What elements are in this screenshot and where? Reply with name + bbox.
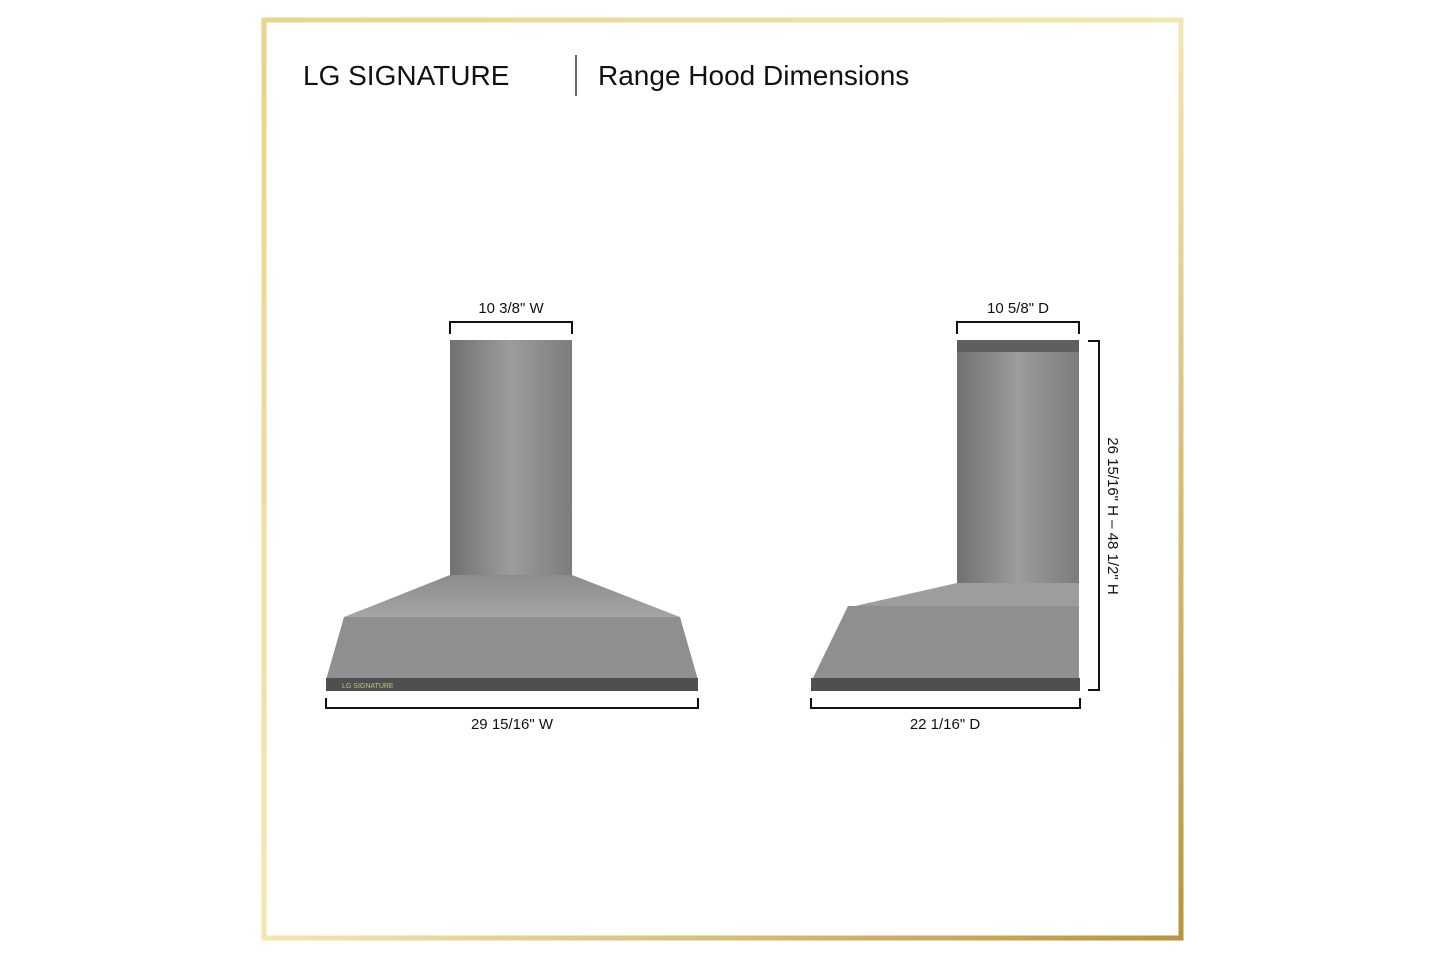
frame [261, 17, 1184, 941]
dimension-label: 10 3/8" W [478, 300, 544, 317]
dimension-label: 26 15/16" H – 48 1/2" H [1104, 437, 1121, 594]
title: Range Hood Dimensions [598, 60, 909, 91]
front-hood: LG SIGNATURE [326, 340, 698, 691]
dimension-label: 10 5/8" D [987, 300, 1049, 317]
dimension-label: 22 1/16" D [910, 716, 981, 733]
dimension-line [449, 321, 573, 334]
dimension-line [325, 698, 699, 709]
dimension-line [810, 698, 1081, 709]
dimension-line [956, 321, 1080, 334]
side-hood [811, 340, 1080, 691]
dimension-line [1088, 340, 1100, 691]
hood-badge: LG SIGNATURE [342, 683, 394, 690]
dimension-label: 29 15/16" W [471, 716, 554, 733]
brand: LG SIGNATURE [303, 60, 509, 91]
